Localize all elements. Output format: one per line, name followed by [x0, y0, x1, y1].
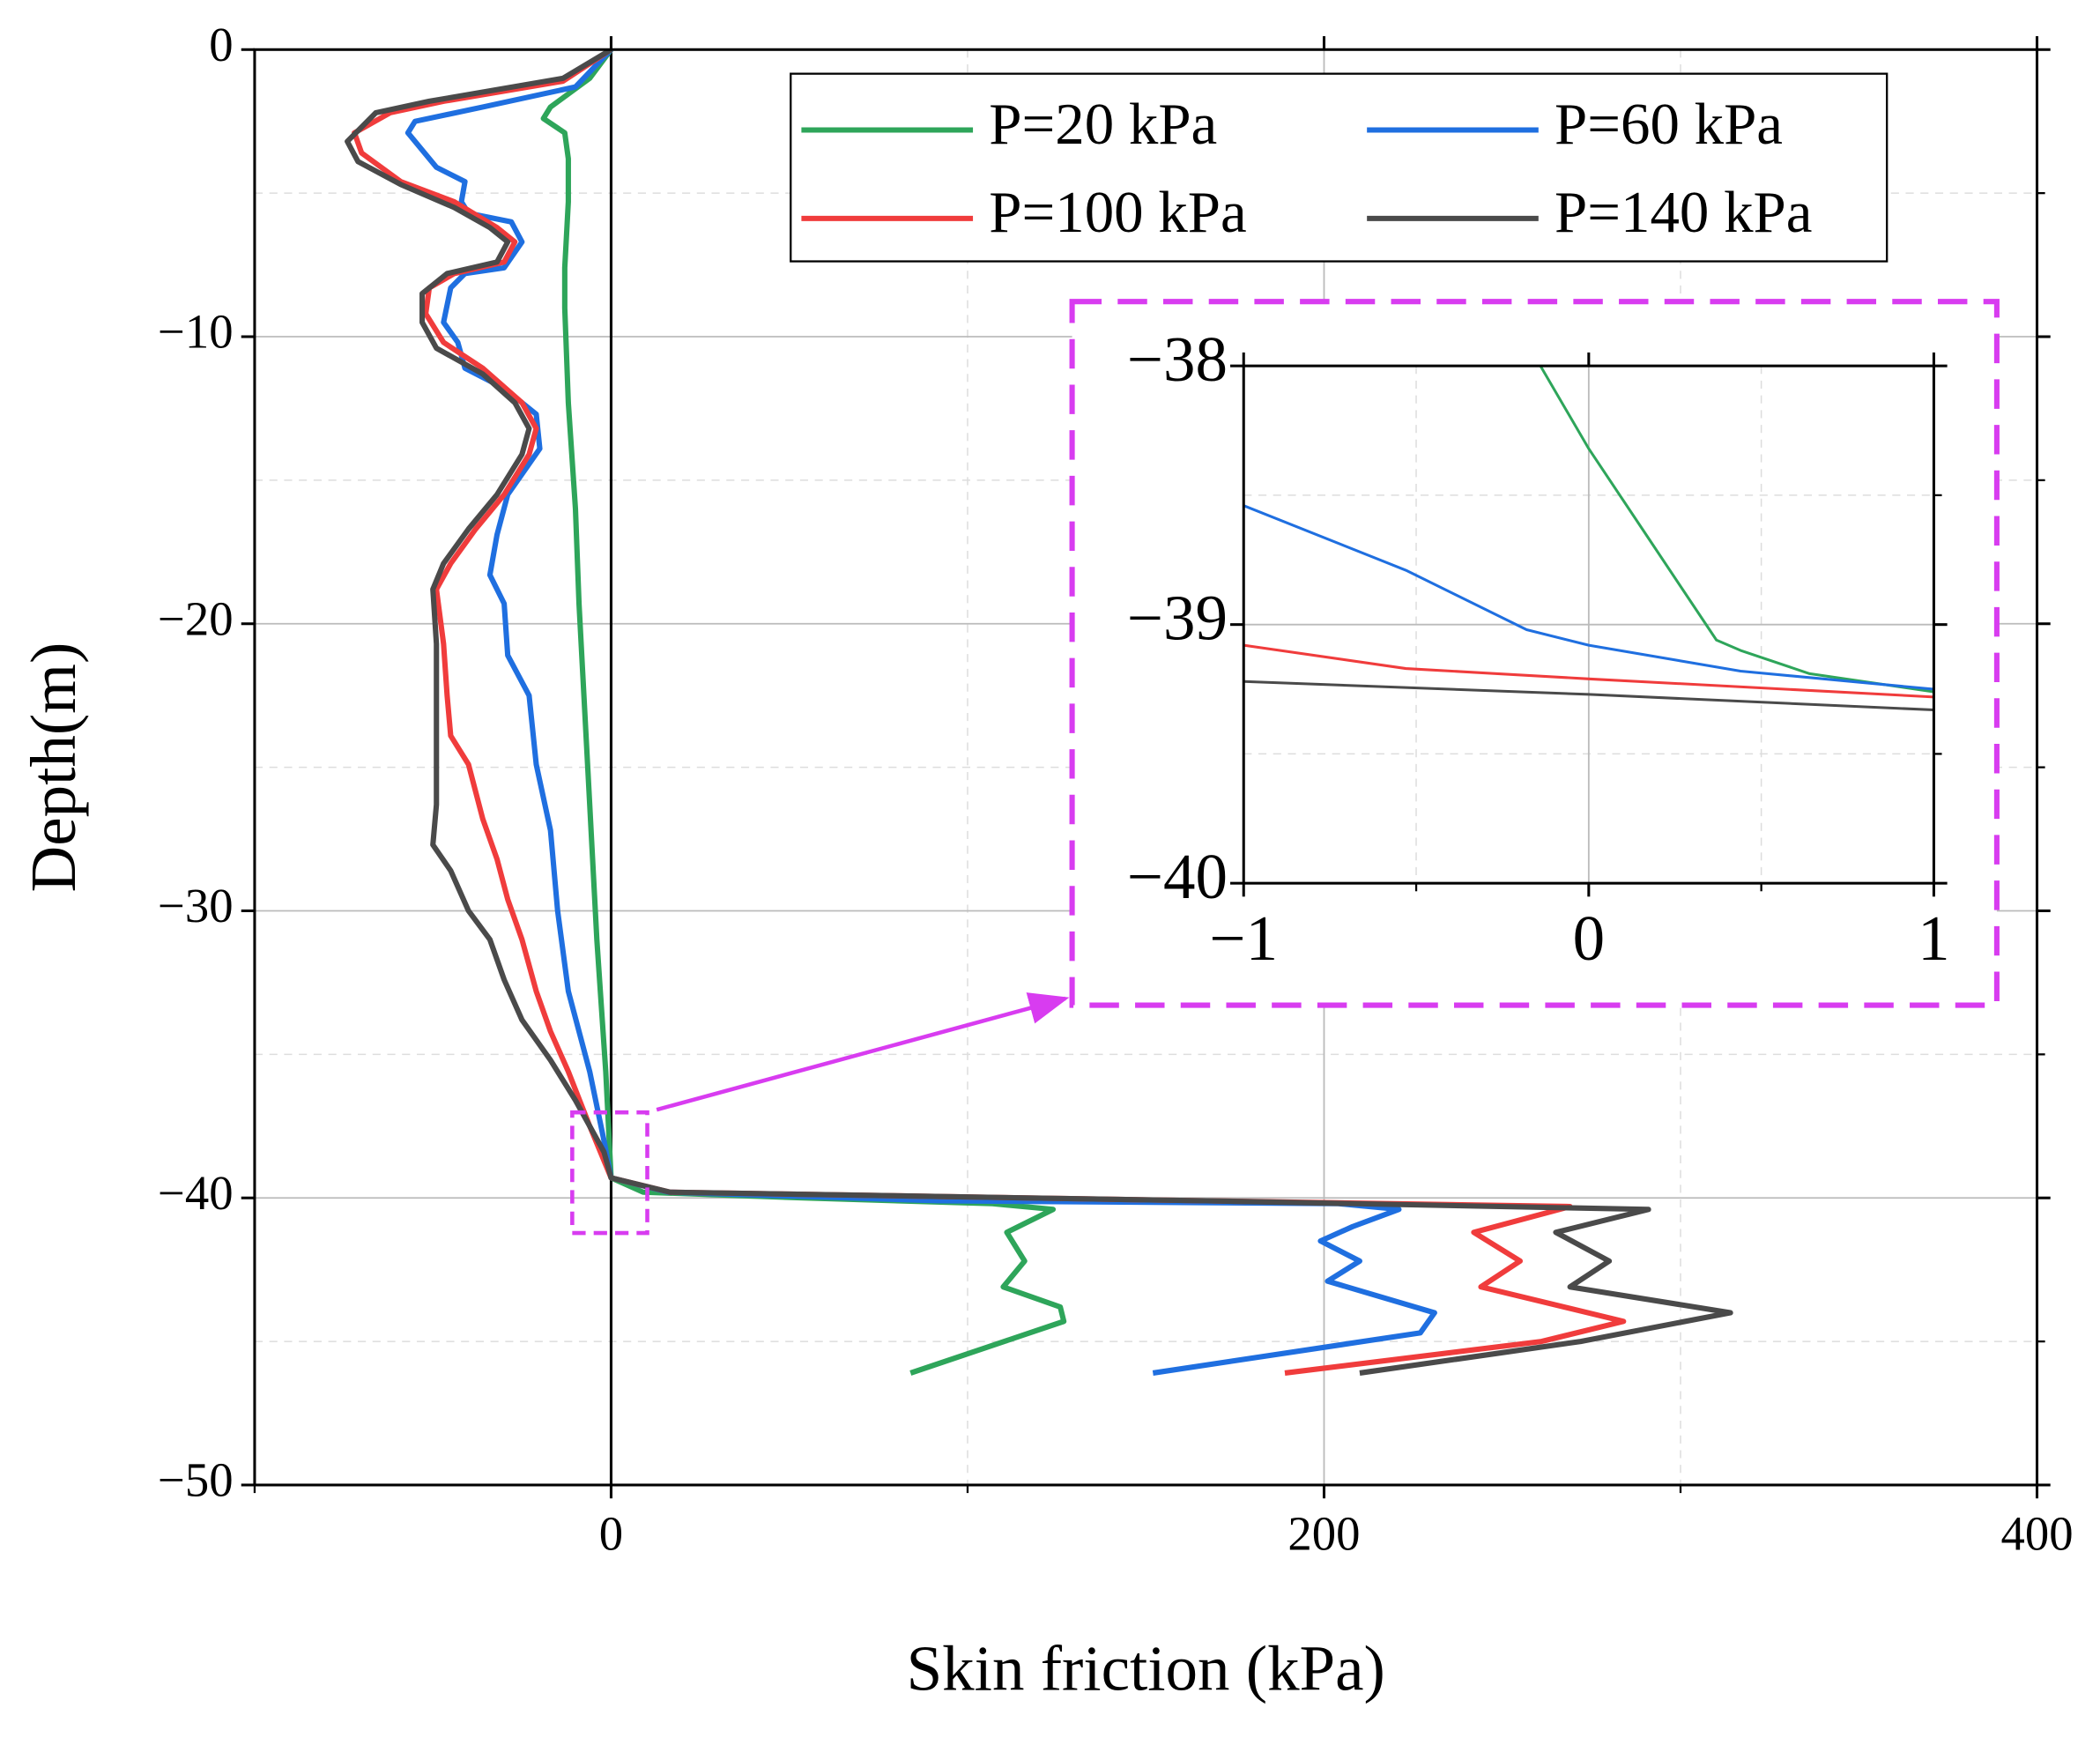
y-tick-label: −39	[1127, 582, 1228, 653]
y-tick-label: −38	[1127, 323, 1228, 395]
zoom-arrow	[656, 992, 1070, 1112]
inset-plot: −1 0 1 −38 −39 −40	[1127, 323, 1950, 974]
x-tick-label: −1	[1209, 902, 1278, 974]
series-line	[1243, 504, 1934, 691]
x-tick-label: 400	[2000, 1506, 2073, 1560]
y-tick-label: −20	[158, 591, 234, 645]
x-axis-label: Skin friction (kPa)	[907, 1633, 1385, 1704]
series-line	[540, 49, 1067, 1376]
x-tick-label: 200	[1287, 1506, 1360, 1560]
series-line	[1243, 679, 1934, 712]
y-tick-label: −30	[158, 879, 234, 932]
series-line	[1539, 366, 1934, 694]
legend-label: P=140 kPa	[1555, 180, 1812, 245]
zoom-box	[570, 1110, 649, 1236]
y-tick-label: −10	[158, 305, 234, 359]
series-line	[1243, 643, 1934, 699]
legend-label: P=100 kPa	[989, 180, 1246, 245]
y-tick-label: 0	[209, 18, 233, 71]
x-tick-label: 0	[1573, 902, 1606, 974]
y-axis-label: Depth(m)	[18, 642, 89, 893]
x-tick-label: 1	[1918, 902, 1950, 974]
legend-label: P=20 kPa	[989, 92, 1217, 157]
legend-label: P=60 kPa	[1555, 92, 1783, 157]
y-tick-label: −50	[158, 1453, 234, 1507]
legend-box	[790, 72, 1889, 263]
legend: P=20 kPa P=60 kPa P=100 kPa P=140 kPa	[801, 92, 1812, 245]
series-line	[345, 49, 1733, 1376]
y-tick-label: −40	[1127, 841, 1228, 912]
y-tick-label: −40	[158, 1166, 234, 1220]
x-tick-label: 0	[599, 1506, 623, 1560]
